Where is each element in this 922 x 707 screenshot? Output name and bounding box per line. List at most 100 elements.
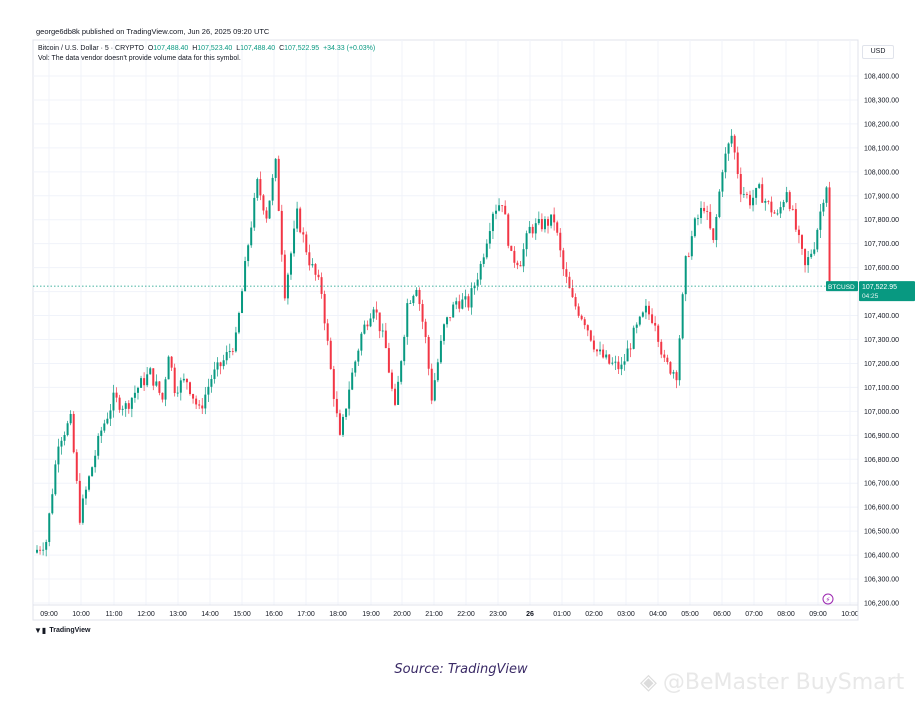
candle-body [715, 216, 718, 241]
x-tick-label: 08:00 [777, 611, 795, 618]
candle-body [577, 306, 580, 316]
candle-body [369, 318, 372, 327]
candle-body [207, 386, 210, 395]
y-tick-label: 107,200.00 [864, 361, 899, 368]
candle-body [265, 210, 268, 219]
candle-body [498, 205, 501, 211]
candle-body [651, 314, 654, 323]
candle-body [648, 305, 650, 315]
candle-body [182, 378, 185, 381]
candle-body [335, 398, 338, 414]
candle-body [488, 231, 491, 244]
candle-body [788, 192, 791, 209]
candle-body [562, 250, 565, 270]
y-tick-label: 106,900.00 [864, 433, 899, 440]
candle-body [565, 269, 568, 277]
candle-body [666, 357, 669, 363]
candle-body [39, 549, 42, 551]
candle-body [614, 361, 617, 363]
candle-body [283, 254, 286, 299]
candle-body [241, 291, 244, 314]
candle-body [623, 361, 626, 365]
candle-body [449, 317, 452, 319]
candle-body [602, 349, 605, 358]
candle-body [176, 392, 179, 394]
candle-body [75, 452, 78, 481]
candle-body [36, 549, 38, 553]
candle-body [289, 253, 292, 275]
candle-body [421, 304, 424, 322]
candle-body [611, 362, 614, 364]
candle-body [510, 245, 513, 251]
candle-body [400, 361, 403, 382]
candle-body [455, 301, 458, 305]
candle-body [256, 179, 259, 198]
candle-body [485, 243, 488, 258]
candle-body [632, 327, 635, 349]
candle-body [406, 303, 409, 337]
candle-body [94, 455, 97, 468]
candle-body [776, 213, 779, 215]
candle-body [185, 378, 188, 383]
tradingview-logo[interactable]: ▼▮ TradingView [34, 626, 90, 635]
y-tick-label: 107,100.00 [864, 385, 899, 392]
candle-body [626, 348, 629, 362]
candle-body [222, 360, 225, 367]
price-tag-box [859, 281, 915, 302]
candle-body [825, 187, 828, 203]
candle-body [219, 362, 222, 367]
change-value: +34.33 (+0.03%) [323, 45, 376, 52]
x-tick-label: 05:00 [681, 611, 699, 618]
candle-body [42, 549, 45, 551]
x-tick-label: 03:00 [617, 611, 635, 618]
candle-body [700, 207, 703, 218]
candle-body [589, 330, 592, 341]
candle-body [277, 158, 280, 211]
candle-body [66, 423, 69, 435]
candle-body [198, 404, 201, 406]
x-tick-label: 02:00 [585, 611, 603, 618]
x-tick-label: 15:00 [233, 611, 251, 618]
candle-body [268, 200, 271, 219]
candle-body [84, 489, 87, 499]
x-tick-label: 09:00 [40, 611, 58, 618]
candle-body [436, 362, 439, 381]
candle-body [60, 440, 63, 447]
candle-body [733, 135, 736, 153]
candle-body [204, 394, 207, 409]
currency-button[interactable]: USD [862, 45, 894, 59]
candle-body [167, 356, 170, 380]
candle-body [819, 211, 822, 230]
candle-body [528, 226, 531, 234]
watermark: ◈ @BeMaster BuySmart [640, 670, 904, 695]
candle-body [556, 222, 559, 233]
x-tick-label: 07:00 [745, 611, 763, 618]
x-tick-label: 26 [526, 611, 534, 618]
candle-body [57, 446, 60, 465]
candle-body [320, 277, 323, 294]
x-tick-label: 10:00 [72, 611, 90, 618]
candle-body [409, 303, 412, 304]
candle-body [696, 217, 699, 219]
candle-body [501, 205, 504, 207]
candle-body [225, 352, 228, 361]
candle-body [736, 152, 739, 175]
x-tick-label: 11:00 [106, 611, 123, 618]
candle-body [580, 315, 583, 320]
candle-body [244, 261, 247, 292]
candle-body [234, 332, 237, 352]
candle-body [247, 245, 250, 262]
candle-body [118, 397, 121, 410]
candle-body [179, 380, 182, 393]
candle-body [305, 234, 308, 253]
publisher-line: george6db8k published on TradingView.com… [36, 27, 270, 36]
candle-body [48, 513, 51, 542]
candle-body [617, 361, 620, 370]
candle-body [280, 210, 283, 255]
candle-body [424, 321, 427, 338]
candle-body [654, 322, 657, 326]
candle-body [433, 380, 436, 401]
candle-body [192, 394, 195, 399]
open-value: 107,488.40 [153, 45, 189, 52]
